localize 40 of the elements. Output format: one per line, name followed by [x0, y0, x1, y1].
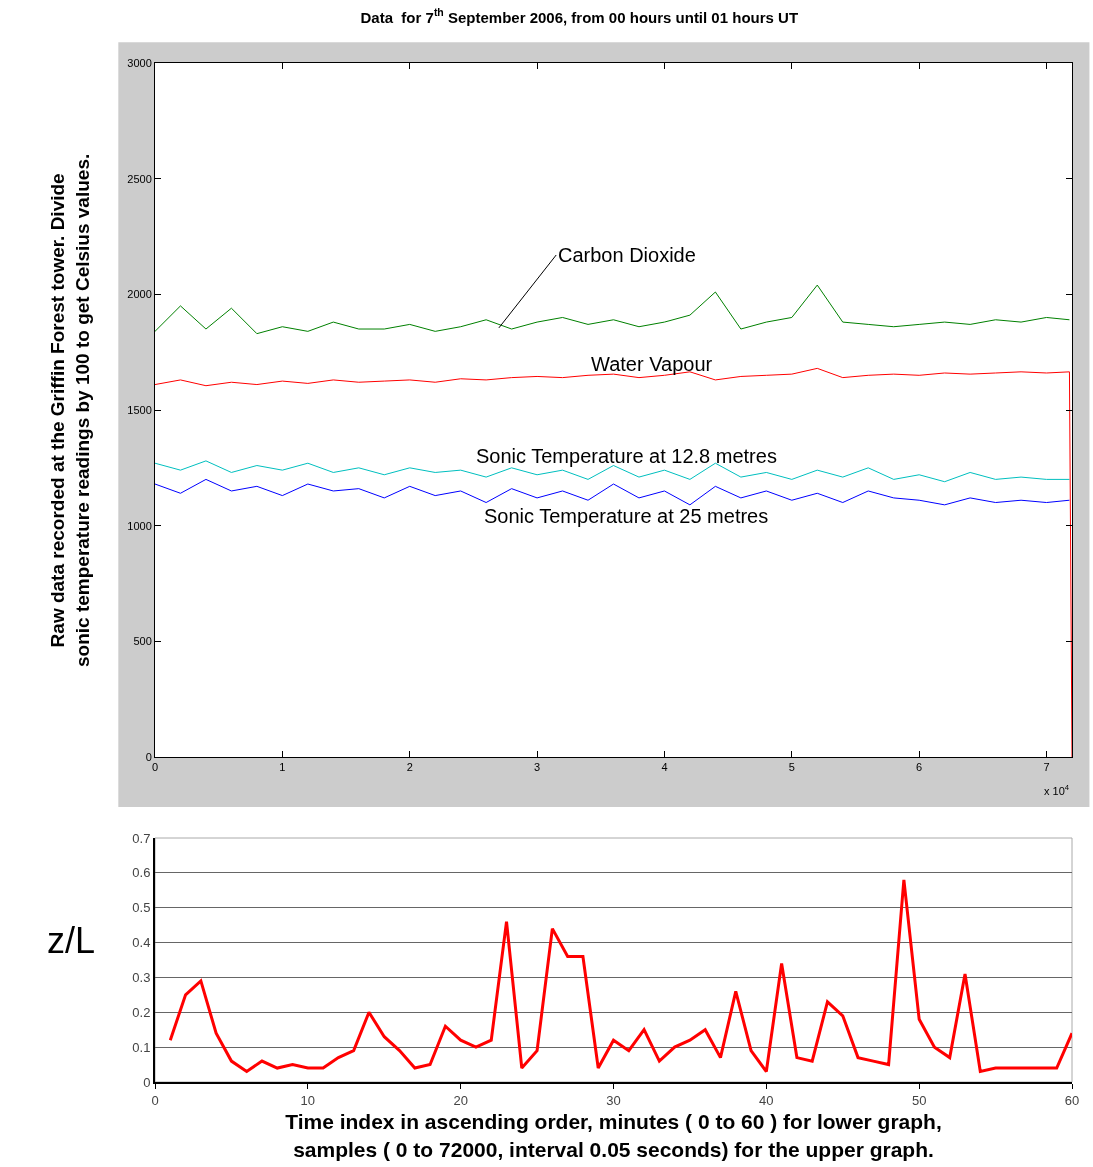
y-tick-label: 0.1 [132, 1039, 151, 1055]
series-label: Sonic Temperature at 25 metres [484, 505, 769, 527]
x-tick-label: 30 [606, 1092, 621, 1108]
y-tick-label: 2000 [127, 288, 152, 301]
y-tick-label: 0.6 [132, 865, 151, 881]
y-tick-label: 0.4 [132, 935, 151, 951]
x-tick-label: 50 [911, 1092, 927, 1108]
line-series [168, 878, 1072, 1074]
y-tick-label: 0.2 [132, 1004, 151, 1020]
y-tick-label: 0.3 [132, 969, 151, 985]
x-tick-label: 2 [406, 761, 413, 774]
x-tick-label: 10 [300, 1092, 316, 1108]
series-label: Sonic Temperature at 12.8 metres [476, 445, 777, 467]
x-tick-label: 4 [661, 761, 668, 774]
x-tick-label: 60 [1064, 1092, 1080, 1108]
y-tick-label: 1000 [127, 519, 152, 532]
y-axis-title: Raw data recorded at the Griffin Forest tower. Divide sonic temperature readings by 100 to get Celsius values. [46, 153, 93, 667]
y-tick-label: 0.5 [132, 900, 151, 916]
x-tick-label: 20 [453, 1092, 468, 1108]
x-tick-label: 5 [788, 761, 795, 774]
x-tick-label: 1 [279, 761, 286, 774]
x-tick-label: 6 [916, 761, 923, 774]
series-label: Water Vapour [591, 353, 713, 375]
x-tick-label: 7 [1043, 761, 1050, 774]
series-label: Carbon Dioxide [558, 244, 696, 266]
y-tick-label: 1500 [127, 403, 152, 416]
x-axis-title: Time index in ascending order, minutes ( 0 to 60 ) for lower graph, samples ( 0 to 72000, interval 0.05 seconds) for the upper graph. [285, 1110, 942, 1161]
y-tick-label: 3000 [127, 56, 152, 69]
line-series [155, 284, 1070, 335]
y-tick-label: 0 [145, 750, 152, 763]
y-tick-label: 2500 [127, 172, 152, 185]
y-tick-label: 0 [143, 1074, 151, 1090]
line-series [155, 478, 1070, 506]
x-tick-label: 3 [534, 761, 541, 774]
x-tick-label: 40 [759, 1092, 774, 1108]
text: x 10$^{4}$ [1044, 783, 1070, 797]
y-tick-label: 0.7 [132, 830, 151, 846]
chart-title: Data for 7$^{th}$ September 2006, from 00 hours until 01 hours UT [360, 6, 799, 26]
y-axis-title: z/L [47, 920, 96, 961]
y-tick-label: 500 [133, 635, 152, 648]
